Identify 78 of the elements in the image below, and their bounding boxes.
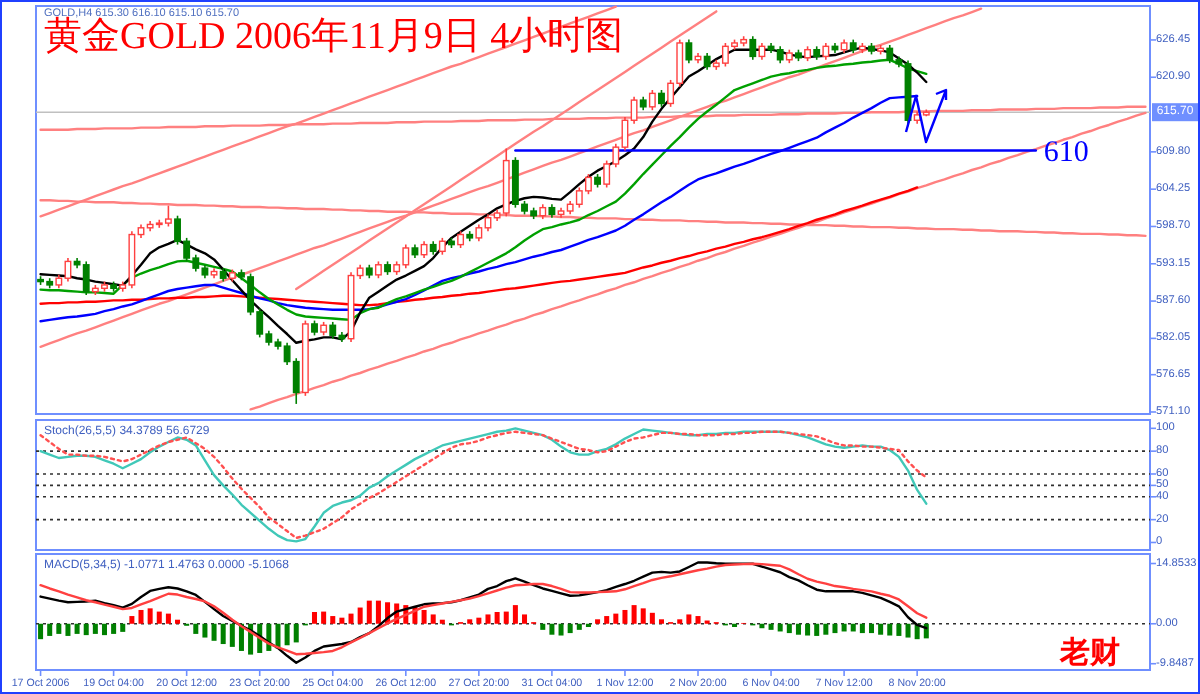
chart-title: 黄金GOLD 2006年11月9日 4小时图 xyxy=(44,16,624,58)
bar xyxy=(686,614,692,624)
bar xyxy=(211,623,217,641)
bar xyxy=(165,613,171,624)
bar xyxy=(47,623,53,636)
candlestick xyxy=(749,35,757,61)
bar xyxy=(494,612,500,624)
bar xyxy=(832,623,838,634)
bar xyxy=(111,623,117,634)
series-label: 610 xyxy=(1043,136,1089,169)
candlestick xyxy=(164,204,172,228)
bar xyxy=(631,605,637,624)
bar xyxy=(777,623,783,632)
bar xyxy=(129,616,135,624)
bar xyxy=(695,616,701,624)
bar xyxy=(330,616,336,624)
bar xyxy=(522,614,528,624)
bar xyxy=(357,607,363,624)
bar xyxy=(859,623,865,634)
bar xyxy=(905,623,911,638)
bar xyxy=(786,623,792,634)
candlestick xyxy=(685,38,693,64)
bar xyxy=(887,623,893,636)
bar xyxy=(120,623,126,632)
bar xyxy=(823,623,829,635)
candlestick xyxy=(648,89,656,111)
bar xyxy=(558,623,564,636)
bar xyxy=(604,616,610,624)
bar xyxy=(321,611,327,624)
bar xyxy=(56,623,62,634)
bar xyxy=(156,611,162,624)
bar xyxy=(850,623,856,632)
bar xyxy=(202,623,208,638)
bar xyxy=(814,623,820,636)
bar xyxy=(576,623,582,630)
bar xyxy=(293,623,299,643)
bar xyxy=(375,600,381,624)
candlestick xyxy=(886,44,894,64)
bar xyxy=(92,623,98,634)
bar xyxy=(768,623,774,630)
bar xyxy=(147,608,153,624)
bar xyxy=(896,623,902,636)
bar xyxy=(622,609,628,624)
bar xyxy=(101,623,107,636)
bar xyxy=(229,623,235,647)
bar xyxy=(759,623,765,629)
bar xyxy=(38,623,44,640)
bar xyxy=(284,623,290,646)
bar xyxy=(65,623,71,636)
bar xyxy=(220,623,226,645)
bar xyxy=(841,623,847,632)
candlestick xyxy=(82,260,90,296)
bar xyxy=(805,623,811,636)
bar xyxy=(868,623,875,634)
bar xyxy=(512,605,518,624)
bar xyxy=(795,623,801,635)
bar xyxy=(348,613,354,624)
bar xyxy=(549,623,555,635)
bar xyxy=(485,614,491,624)
line-series xyxy=(39,186,919,307)
bar xyxy=(613,613,619,624)
bar xyxy=(540,623,546,630)
bar xyxy=(878,623,884,635)
bar xyxy=(311,612,318,624)
bar xyxy=(83,623,89,636)
bar xyxy=(366,600,372,624)
bar xyxy=(193,623,199,634)
bar xyxy=(430,614,436,624)
annotation: 老财 xyxy=(1058,636,1120,670)
bar xyxy=(138,609,144,624)
bar xyxy=(640,608,646,624)
bar xyxy=(421,609,427,624)
bar xyxy=(567,623,573,634)
bar xyxy=(476,617,482,624)
bar xyxy=(74,623,80,634)
bar xyxy=(339,617,345,624)
bar xyxy=(649,612,655,624)
bar xyxy=(503,611,509,624)
